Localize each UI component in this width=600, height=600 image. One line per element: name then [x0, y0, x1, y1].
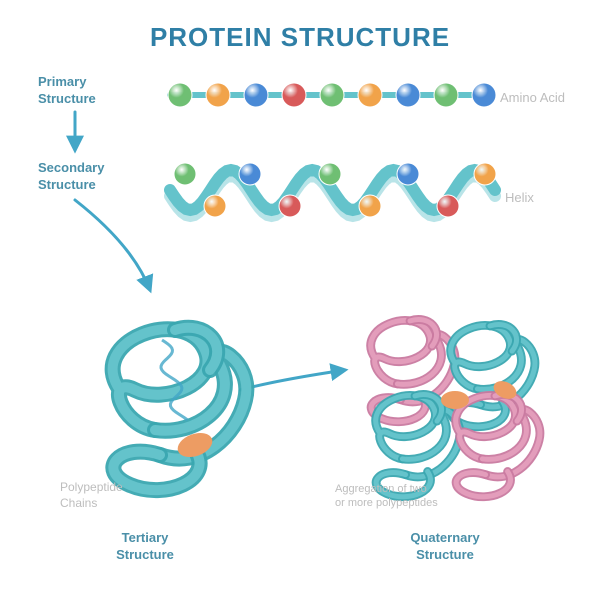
tertiary-structure — [113, 328, 247, 490]
helix-bead — [204, 195, 226, 217]
label-quat: QuaternaryStructure — [410, 530, 479, 564]
ligand-lobe — [441, 391, 469, 409]
helix-bead — [174, 163, 196, 185]
quaternary-structure — [371, 319, 540, 496]
inner-helix — [161, 340, 188, 420]
amino-acid-bead — [434, 83, 458, 107]
label-primary: PrimaryStructure — [38, 74, 96, 108]
helix-bead — [279, 195, 301, 217]
diagram-stage: PROTEIN STRUCTURE PrimaryStructureAmino … — [0, 0, 600, 600]
label-tertiary: TertiaryStructure — [116, 530, 174, 564]
amino-acid-bead — [320, 83, 344, 107]
label-agg: Aggregation of twoor more polypeptides — [335, 482, 438, 511]
amino-acid-bead — [472, 83, 496, 107]
label-amino: Amino Acid — [500, 90, 565, 107]
helix-bead — [474, 163, 496, 185]
label-poly: PolypeptideChains — [60, 480, 123, 511]
amino-acid-bead — [396, 83, 420, 107]
amino-acid-bead — [206, 83, 230, 107]
helix-bead — [437, 195, 459, 217]
amino-acid-bead — [282, 83, 306, 107]
helix-bead — [319, 163, 341, 185]
amino-acid-bead — [244, 83, 268, 107]
polypeptide-tangle — [113, 328, 247, 490]
label-helix: Helix — [505, 190, 534, 207]
flow-arrow — [75, 200, 150, 290]
helix-bead — [239, 163, 261, 185]
amino-acid-bead — [168, 83, 192, 107]
helix-bead — [359, 195, 381, 217]
label-secondary: SecondaryStructure — [38, 160, 104, 194]
flow-arrow — [240, 370, 345, 390]
helix-bead — [397, 163, 419, 185]
amino-acid-bead — [358, 83, 382, 107]
